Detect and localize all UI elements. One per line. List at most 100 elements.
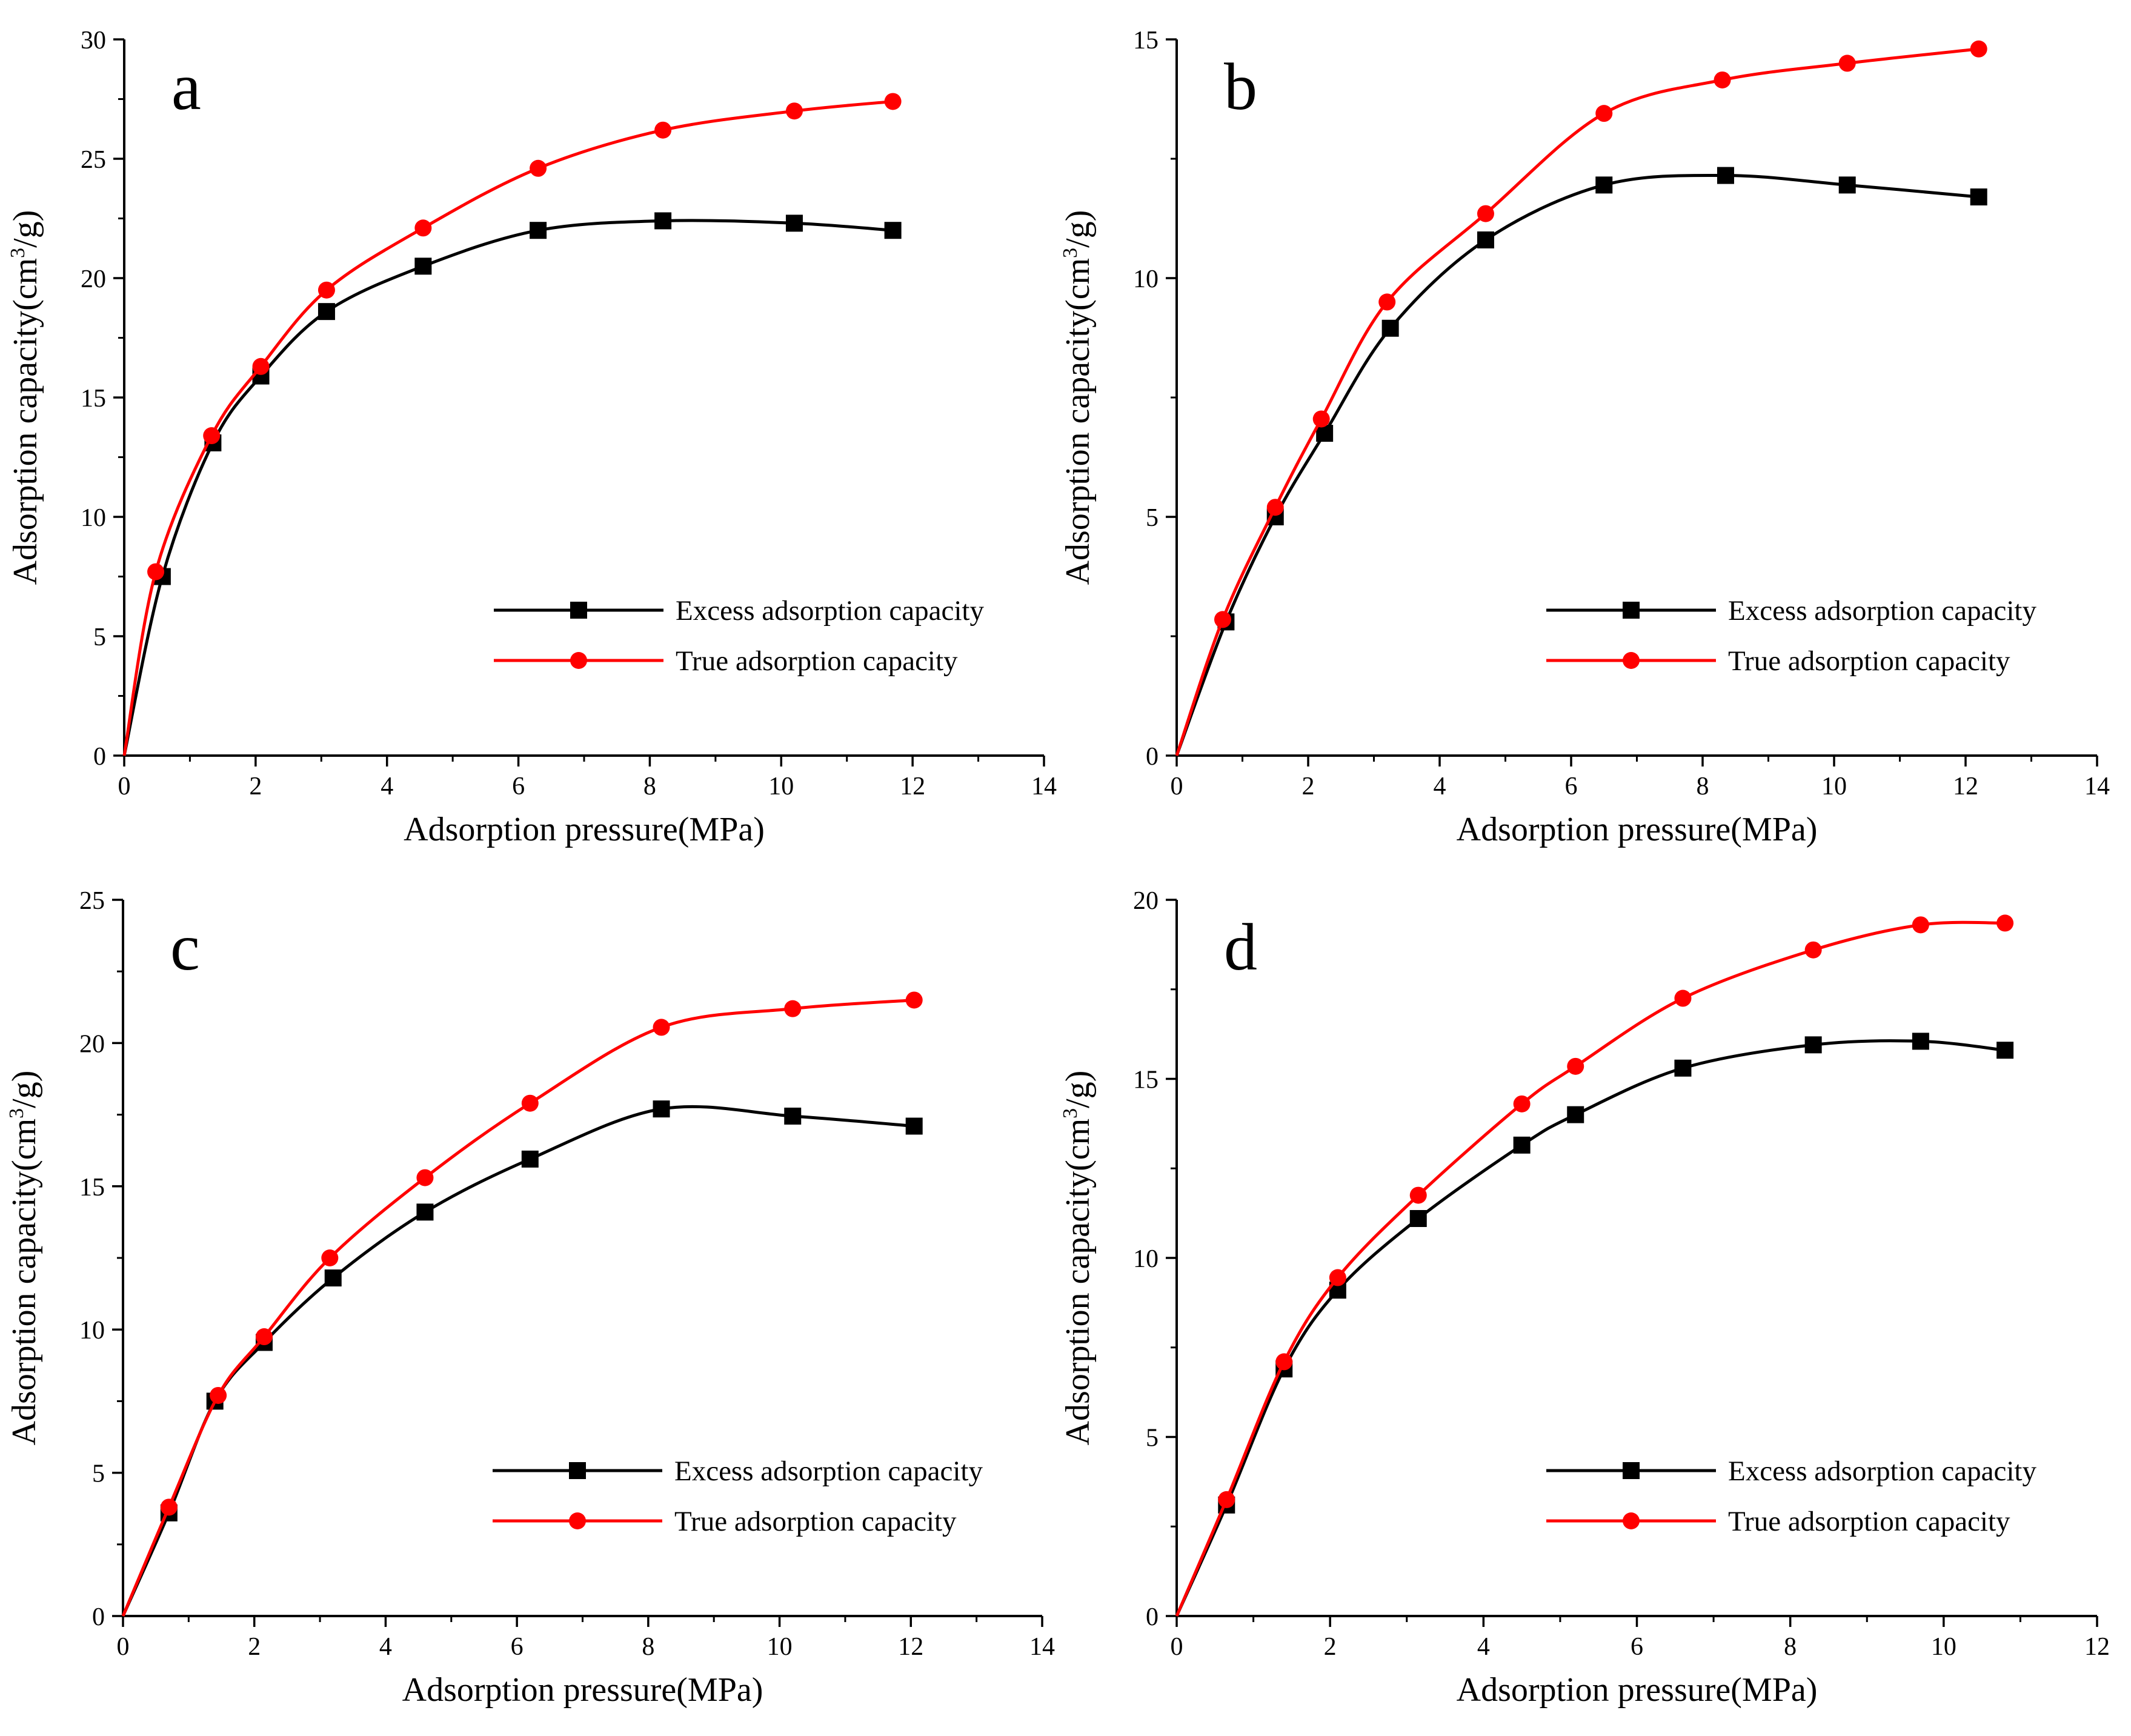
y-axis-title: Adsorption capacity(cm3/g) [1059, 1071, 1097, 1446]
data-point-true [416, 1169, 434, 1186]
data-point-true [321, 1249, 339, 1266]
chart-panel-c: 0 2 4 6 8 10 12 14 0 5 10 15 20 25 Adsorption pressure… [5, 887, 1055, 1709]
x-tick-label: 2 [1324, 1633, 1337, 1661]
legend-marker [1623, 602, 1640, 619]
x-tick-label: 8 [643, 773, 656, 800]
data-point-true [1804, 941, 1822, 959]
data-point-true [147, 563, 165, 580]
data-point-true [653, 1019, 670, 1036]
data-point-excess [530, 222, 547, 239]
data-point-excess [1717, 167, 1734, 184]
data-point-true [414, 219, 432, 237]
x-tick-label: 6 [1565, 773, 1578, 800]
data-point-true [1674, 989, 1692, 1007]
data-point-excess [653, 1100, 670, 1118]
data-point-excess [1477, 231, 1494, 248]
data-point-true [784, 1000, 802, 1017]
x-tick-label: 0 [118, 773, 131, 800]
x-tick-label: 8 [1697, 773, 1709, 800]
data-point-excess [1996, 1042, 2014, 1059]
data-point-true [1275, 1353, 1293, 1371]
legend-label: Excess adsorption capacity [1728, 1455, 2036, 1487]
panel-letter: c [170, 910, 200, 984]
legend-marker [570, 602, 587, 619]
x-tick-label: 4 [379, 1633, 392, 1661]
x-tick-label: 10 [1821, 773, 1847, 800]
legend-label: True adsorption capacity [676, 645, 958, 677]
chart-panel-a: 0 2 4 6 8 10 12 14 0 5 10 15 20 25 30 Adsorption pressu… [7, 27, 1057, 848]
data-point-true [160, 1498, 178, 1516]
data-point-excess [784, 1107, 802, 1125]
x-tick-label: 4 [381, 773, 393, 800]
y-axis-title: Adsorption capacity(cm3/g) [5, 1071, 43, 1446]
panel-letter: a [171, 50, 201, 124]
y-tick-label: 15 [1133, 1066, 1159, 1094]
x-tick-label: 8 [1784, 1633, 1797, 1661]
x-tick-label: 0 [1171, 1633, 1183, 1661]
data-point-excess [1409, 1209, 1427, 1227]
legend-label: Excess adsorption capacity [676, 595, 984, 627]
x-tick-label: 10 [767, 1633, 793, 1661]
data-point-excess [785, 215, 803, 232]
legend-label: True adsorption capacity [1728, 1506, 2010, 1537]
legend-label: True adsorption capacity [1728, 645, 2010, 677]
data-point-true [785, 102, 803, 120]
y-tick-label: 0 [1146, 743, 1159, 771]
data-point-true [521, 1094, 539, 1112]
data-point-true [203, 427, 221, 445]
data-point-true [1595, 105, 1613, 122]
y-tick-label: 10 [1133, 265, 1159, 293]
data-point-true [1567, 1057, 1584, 1075]
data-point-true [654, 121, 672, 139]
y-axis-title: Adsorption capacity(cm3/g) [7, 210, 44, 585]
panel-letter: b [1224, 50, 1257, 124]
y-tick-label: 25 [81, 146, 106, 174]
y-tick-label: 20 [79, 1030, 105, 1058]
data-point-excess [1970, 188, 1987, 206]
data-point-excess [1567, 1106, 1584, 1123]
data-point-true [1714, 71, 1731, 88]
data-point-excess [1674, 1059, 1692, 1077]
y-tick-label: 10 [1133, 1245, 1159, 1273]
series-line-excess [1175, 1039, 2006, 1617]
series-line-excess [1175, 174, 1979, 756]
data-point-excess [1381, 319, 1399, 337]
x-tick-label: 2 [1302, 773, 1315, 800]
chart-panel-b: 0 2 4 6 8 10 12 14 0 5 10 15 Adsorption pressure(MPa… [1059, 27, 2110, 848]
y-tick-label: 0 [93, 743, 106, 771]
data-point-excess [1912, 1033, 1929, 1050]
y-tick-label: 5 [93, 624, 106, 651]
y-tick-label: 0 [1146, 1603, 1159, 1631]
data-point-true [1996, 914, 2014, 932]
data-point-true [1214, 611, 1231, 628]
data-point-true [1838, 55, 1856, 72]
data-point-true [1266, 499, 1284, 516]
x-tick-label: 14 [1031, 773, 1057, 800]
x-tick-label: 0 [117, 1633, 130, 1661]
y-tick-label: 15 [79, 1174, 105, 1202]
x-tick-label: 2 [248, 1633, 261, 1661]
data-point-true [210, 1386, 227, 1404]
y-tick-label: 10 [79, 1317, 105, 1345]
y-tick-label: 15 [81, 385, 106, 413]
data-point-excess [654, 212, 672, 230]
legend-marker [1623, 652, 1640, 669]
data-point-excess [1804, 1036, 1822, 1054]
legend-label: True adsorption capacity [674, 1506, 957, 1537]
x-tick-label: 10 [1931, 1633, 1956, 1661]
x-tick-label: 6 [1631, 1633, 1643, 1661]
x-axis-title: Adsorption pressure(MPa) [1457, 811, 1818, 848]
chart-panel-d: 0 2 4 6 8 10 12 0 5 10 15 20 Adsorption pressure(MPa… [1059, 887, 2110, 1709]
y-tick-label: 20 [1133, 887, 1159, 915]
x-tick-label: 6 [512, 773, 525, 800]
data-point-excess [521, 1150, 539, 1168]
data-point-excess [1513, 1136, 1531, 1154]
y-tick-label: 15 [1133, 27, 1159, 55]
x-tick-label: 10 [768, 773, 794, 800]
x-tick-label: 14 [2084, 773, 2110, 800]
series-line-true [121, 998, 914, 1617]
legend-marker [569, 1462, 586, 1479]
data-point-true [1970, 40, 1987, 58]
data-point-true [317, 281, 335, 299]
panel-letter: d [1224, 910, 1257, 984]
